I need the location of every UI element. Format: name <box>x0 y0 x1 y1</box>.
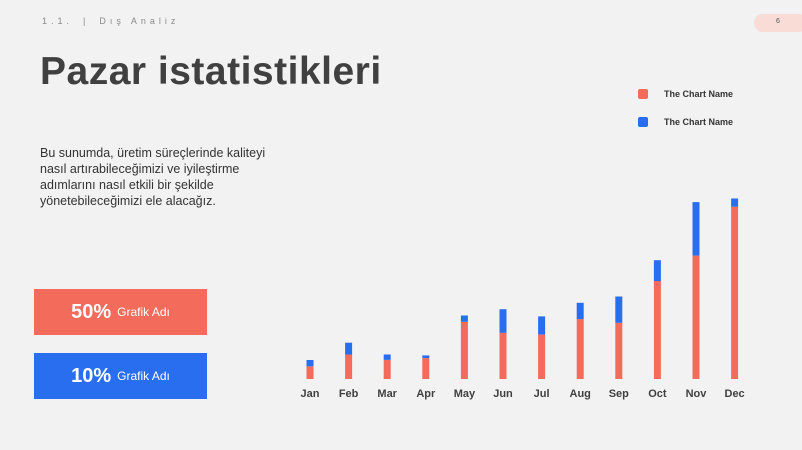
bar-jul-series-2 <box>538 316 546 335</box>
bar-feb-series-2 <box>345 342 353 355</box>
stat-label: Grafik Adı <box>117 305 170 319</box>
bar-nov-series-1 <box>692 255 700 379</box>
stat-value: 50% <box>71 300 112 323</box>
stat-box-1: 50% Grafik Adı <box>34 289 207 335</box>
x-tick-label: Jan <box>301 388 320 400</box>
legend-item-1: The Chart Name <box>638 89 733 99</box>
x-tick-label: Feb <box>339 388 359 400</box>
bar-apr-series-1 <box>422 358 430 379</box>
x-tick-label: Sep <box>609 388 629 400</box>
bar-jan-series-2 <box>306 360 314 367</box>
page-number: 6 <box>776 18 780 25</box>
x-tick-label: Aug <box>570 388 591 400</box>
bar-aug-series-1 <box>576 319 584 379</box>
bar-aug-series-2 <box>576 302 584 320</box>
bar-jan-series-1 <box>306 366 314 379</box>
x-tick-label: Jul <box>534 388 550 400</box>
stat-label: Grafik Adı <box>117 369 170 383</box>
bar-apr-series-2 <box>422 355 430 359</box>
bar-jun-series-2 <box>499 309 507 333</box>
description-text: Bu sunumda, üretim süreçlerinde kaliteyi… <box>40 146 266 208</box>
bar-mar-series-2 <box>383 354 391 360</box>
bar-may-series-2 <box>460 315 468 322</box>
x-tick-label: Oct <box>648 388 667 400</box>
x-tick-label: Nov <box>686 388 708 400</box>
legend-label: The Chart Name <box>664 117 734 127</box>
breadcrumb: 1.1. | Dış Analiz <box>42 16 179 26</box>
x-tick-label: Apr <box>416 388 436 400</box>
x-tick-label: Jun <box>493 388 513 400</box>
stat-value: 10% <box>71 364 112 387</box>
x-tick-label: Dec <box>725 388 745 400</box>
bar-sep-series-2 <box>615 296 623 323</box>
bar-oct-series-1 <box>653 281 661 379</box>
breadcrumb-separator: | <box>83 16 90 26</box>
bar-mar-series-1 <box>383 360 391 379</box>
bar-feb-series-1 <box>345 354 353 379</box>
bar-nov-series-2 <box>692 202 700 256</box>
bar-oct-series-2 <box>653 260 661 282</box>
bar-jul-series-1 <box>538 334 546 379</box>
legend-item-2: The Chart Name <box>638 117 733 127</box>
section-number: 1.1. <box>42 16 74 26</box>
legend-swatch <box>638 89 648 99</box>
x-tick-label: Mar <box>377 388 397 400</box>
section-title: Dış Analiz <box>99 16 180 26</box>
page-number-badge <box>754 14 802 32</box>
bar-jun-series-1 <box>499 332 507 379</box>
legend-label: The Chart Name <box>664 89 734 99</box>
stat-box-2: 10% Grafik Adı <box>34 353 207 399</box>
x-tick-label: May <box>454 388 476 400</box>
legend-swatch <box>638 117 648 127</box>
bar-sep-series-1 <box>615 322 623 379</box>
bar-dec-series-1 <box>731 206 739 379</box>
bar-dec-series-2 <box>731 198 739 207</box>
bar-may-series-1 <box>460 321 468 379</box>
page-title: Pazar istatistikleri <box>40 50 382 93</box>
